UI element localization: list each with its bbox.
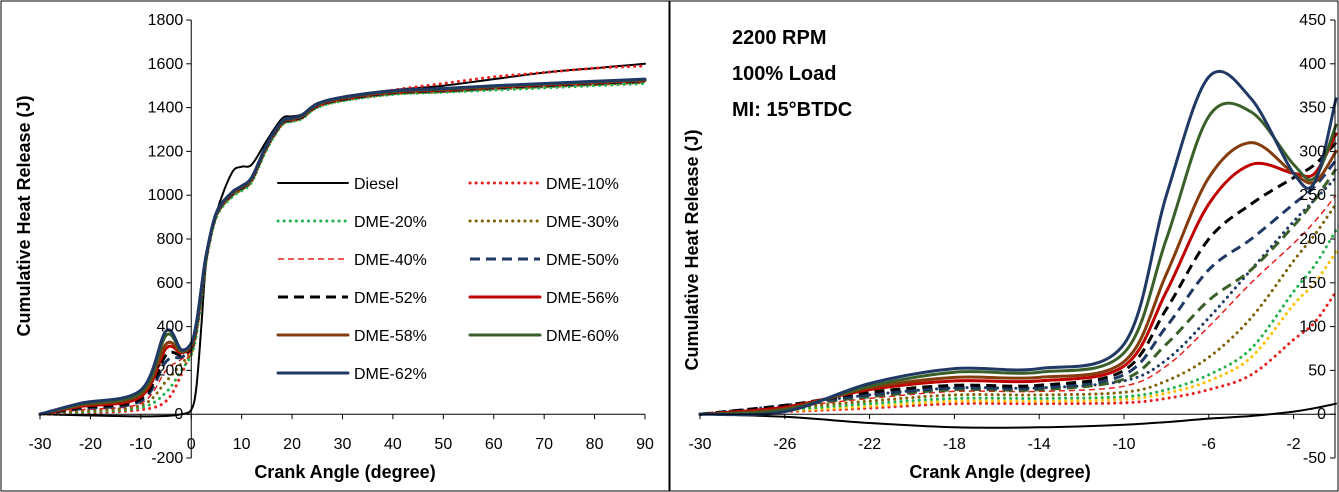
annotation-load: 100% Load (732, 63, 836, 85)
right-x-tick-label: -10 (1112, 436, 1135, 453)
right-x-tick-label: -30 (688, 436, 711, 453)
left-xlabel: Crank Angle (degree) (254, 462, 435, 482)
left-x-tick-label: -30 (28, 436, 51, 453)
right-y-tick-label: 100 (1299, 319, 1326, 336)
left-y-tick-label: 0 (174, 406, 183, 423)
right-y-tick-label: 150 (1299, 275, 1326, 292)
left-y-tick-label: 1400 (148, 100, 184, 117)
right-y-tick-label: 0 (1317, 406, 1326, 423)
left-x-tick-label: 40 (384, 436, 402, 453)
left-x-tick-label: 80 (586, 436, 604, 453)
right-x-tick-label: -14 (1028, 436, 1051, 453)
right-xlabel: Crank Angle (degree) (909, 462, 1090, 482)
left-y-tick-label: 1600 (148, 56, 184, 73)
left-y-tick-label: 600 (157, 275, 184, 292)
right-series-line (699, 194, 1337, 415)
left-y-tick-label: 1800 (148, 12, 184, 29)
right-x-tick-label: -2 (1286, 436, 1300, 453)
right-y-tick-label: -50 (1303, 450, 1326, 467)
right-y-tick-label: 350 (1299, 100, 1326, 117)
left-legend-label: Diesel (354, 176, 398, 193)
right-y-tick-label: 300 (1299, 143, 1326, 160)
left-x-tick-label: 0 (187, 436, 196, 453)
right-series-line (698, 290, 1338, 416)
left-y-tick-label: 800 (157, 231, 184, 248)
right-y-tick-label: 200 (1299, 231, 1326, 248)
left-x-tick-label: 90 (636, 436, 654, 453)
left-y-tick-label: 1000 (148, 187, 184, 204)
left-legend-label: DME-56% (546, 290, 619, 307)
left-panel-border (0, 0, 670, 492)
right-series-line (699, 159, 1338, 416)
right-ylabel: Cumulative Heat Release (J) (682, 129, 702, 370)
right-panel-border (669, 0, 1339, 492)
left-series-line (38, 77, 647, 416)
right-x-tick-label: -6 (1202, 436, 1216, 453)
left-x-tick-label: 30 (334, 436, 352, 453)
right-x-tick-label: -18 (943, 436, 966, 453)
right-series-line (698, 250, 1338, 416)
left-legend: Diesel DME-10% DME-20% DME-30% DME-40% DME-50… (276, 176, 619, 383)
right-chart: -30 -26 -22 -18 -14 -10 -6 -2-50 0 50 100 150 200 250… (682, 12, 1338, 482)
left-x-tick-label: 10 (233, 436, 251, 453)
left-x-tick-label: -20 (79, 436, 102, 453)
left-x-tick-label: -10 (129, 436, 152, 453)
annotation-mi: MI: 15°BTDC (732, 99, 852, 121)
left-y-tick-label: 200 (157, 362, 184, 379)
left-legend-label: DME-58% (354, 328, 427, 345)
left-legend-label: DME-60% (546, 328, 619, 345)
left-legend-label: DME-30% (546, 214, 619, 231)
right-series-line (698, 69, 1338, 417)
left-y-tick-label: -200 (151, 450, 183, 467)
left-x-tick-label: 60 (485, 436, 503, 453)
annotation-rpm: 2200 RPM (732, 27, 827, 49)
left-legend-label: DME-62% (354, 366, 427, 383)
right-series-line (698, 202, 1338, 416)
left-legend-label: DME-40% (354, 252, 427, 269)
left-legend-label: DME-52% (354, 290, 427, 307)
right-y-tick-label: 450 (1299, 12, 1326, 29)
left-series-line (38, 82, 647, 416)
left-ylabel: Cumulative Heat Release (J) (14, 95, 34, 336)
right-y-tick-label: 250 (1299, 187, 1326, 204)
left-legend-label: DME-10% (546, 176, 619, 193)
left-series-line (38, 64, 647, 416)
right-y-tick-label: 50 (1308, 362, 1326, 379)
left-y-tick-label: 400 (157, 319, 184, 336)
right-x-tick-label: -26 (773, 436, 796, 453)
left-legend-label: DME-50% (546, 252, 619, 269)
right-series-line (699, 402, 1337, 429)
right-series-line (698, 101, 1338, 416)
right-y-tick-label: 400 (1299, 56, 1326, 73)
left-legend-label: DME-20% (354, 214, 427, 231)
right-series-line (698, 228, 1338, 416)
left-x-tick-label: 70 (535, 436, 553, 453)
left-chart: -30 -20 -10 0 10 20 30 40 50 60 70 80 90-20002004006… (14, 12, 654, 482)
right-x-tick-label: -22 (858, 436, 881, 453)
left-x-tick-label: 50 (434, 436, 452, 453)
right-series-line (699, 168, 1338, 416)
left-y-tick-label: 1200 (148, 143, 184, 160)
left-x-tick-label: 20 (283, 436, 301, 453)
